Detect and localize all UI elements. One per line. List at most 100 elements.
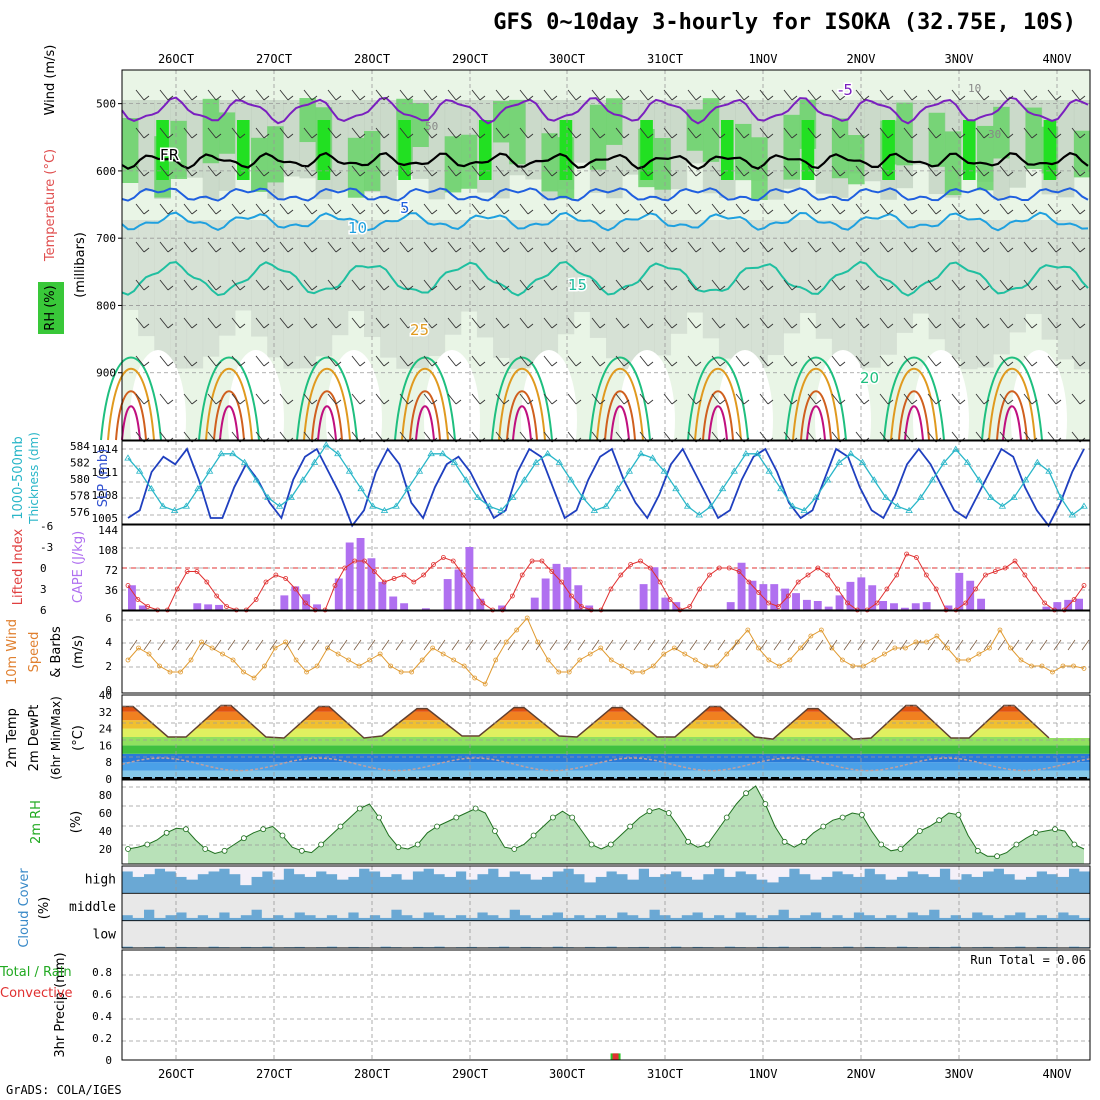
wind-barb — [455, 171, 462, 177]
rh-marker — [414, 841, 421, 848]
wind-barb — [743, 95, 750, 101]
wind-barb — [135, 89, 145, 101]
li-tick-label: -3 — [40, 541, 53, 554]
thickness-marker — [625, 467, 634, 474]
rh-band — [218, 112, 236, 154]
wind-barb — [839, 285, 846, 291]
isotherm-30 — [898, 390, 930, 441]
wind-barb — [1007, 209, 1014, 215]
rh-band — [251, 137, 268, 192]
cloud-cell — [358, 893, 370, 918]
wind-barb — [159, 89, 169, 101]
top-date-label: 30OCT — [549, 52, 585, 66]
cape-bar — [911, 603, 920, 610]
wind-barb — [167, 323, 174, 329]
wind-barb — [815, 209, 822, 215]
wind-speed-marker — [1018, 657, 1024, 663]
surface-barb — [647, 639, 656, 651]
wind-speed-marker — [388, 663, 394, 669]
cloud-cell — [896, 893, 908, 918]
rh-marker — [762, 801, 769, 807]
cloud-cell — [810, 866, 822, 880]
wind-barb — [359, 209, 366, 215]
wind-barb — [479, 361, 486, 367]
cloud-cell — [261, 893, 274, 918]
cloud-cell — [197, 893, 209, 916]
wind-barb — [383, 323, 390, 329]
cape-bar — [835, 595, 844, 610]
wind-barb — [239, 171, 246, 177]
thickness-marker — [194, 484, 202, 492]
thickness-marker — [800, 506, 808, 514]
li-marker — [303, 600, 308, 606]
cloud-cell — [692, 920, 704, 947]
cloud-cell — [1036, 866, 1048, 872]
cape-bar — [748, 580, 757, 610]
wind-barb — [647, 399, 654, 405]
surface-barb — [185, 639, 194, 651]
thickness-grid — [122, 441, 1090, 524]
wind-barb — [743, 209, 750, 215]
wind-barb — [159, 165, 169, 177]
rh-band — [509, 99, 526, 165]
wind-barb — [879, 165, 889, 177]
cloud-cell — [659, 893, 672, 916]
wind-speed-marker — [419, 657, 425, 663]
wind-barb — [167, 399, 174, 405]
wind-barb — [783, 89, 793, 101]
wind-barb — [815, 399, 822, 405]
cloud-cell — [1014, 893, 1026, 913]
wind-barb — [983, 361, 990, 367]
bottom-date-label: 29OCT — [452, 1067, 488, 1081]
rh-band — [218, 220, 236, 336]
li-marker — [224, 604, 229, 609]
cape-bar — [367, 558, 376, 610]
wind-barb — [903, 241, 913, 253]
surface-barb — [969, 639, 978, 651]
li-marker — [776, 604, 781, 609]
wind-barb — [975, 89, 985, 101]
thickness-marker — [812, 493, 820, 500]
rh-band — [1057, 100, 1075, 198]
wind-barb — [1055, 399, 1062, 405]
wind-barb — [519, 165, 529, 177]
cape-tick-label: 36 — [105, 584, 118, 597]
cape-bar — [792, 593, 800, 610]
wind-barb — [743, 285, 750, 291]
cloud-cell — [541, 893, 553, 916]
cloud-cell — [283, 866, 295, 869]
wind-barb — [327, 165, 337, 177]
thickness-marker — [940, 458, 948, 465]
cloud-cell — [444, 920, 456, 948]
thickness-marker — [590, 506, 599, 514]
rh-band — [138, 100, 155, 192]
surface-barb — [1053, 639, 1062, 651]
wind-barb — [215, 247, 222, 253]
wind-barb — [431, 209, 438, 215]
cloud-cell — [713, 920, 725, 948]
wind-speed-marker — [892, 645, 898, 651]
cloud-cell — [1014, 920, 1026, 947]
surface-barb — [927, 639, 936, 651]
wind-barb — [903, 127, 913, 139]
top-date-label: 4NOV — [1043, 52, 1072, 66]
wind-speed-marker — [629, 669, 635, 675]
wind-barb — [927, 203, 937, 215]
wind-barb — [159, 279, 169, 291]
ylabel-thickness-2: Thickness (dm) — [27, 432, 41, 525]
wind-speed-marker — [220, 651, 225, 657]
wind-barb — [767, 133, 774, 139]
wind-barb — [143, 361, 150, 367]
cloud-cell — [702, 866, 715, 875]
cloud-cell — [735, 920, 747, 948]
rh-band — [654, 137, 672, 190]
wind-barb — [303, 279, 313, 291]
bottom-date-label: 31OCT — [647, 1067, 683, 1081]
wind-barb — [999, 203, 1009, 215]
cloud-cell — [240, 866, 252, 886]
wind-barb — [471, 203, 481, 215]
rh-marker — [202, 846, 209, 852]
cloud-cell — [649, 920, 661, 948]
bottom-date-label: 27OCT — [256, 1067, 292, 1081]
cloud-cell — [950, 866, 962, 880]
